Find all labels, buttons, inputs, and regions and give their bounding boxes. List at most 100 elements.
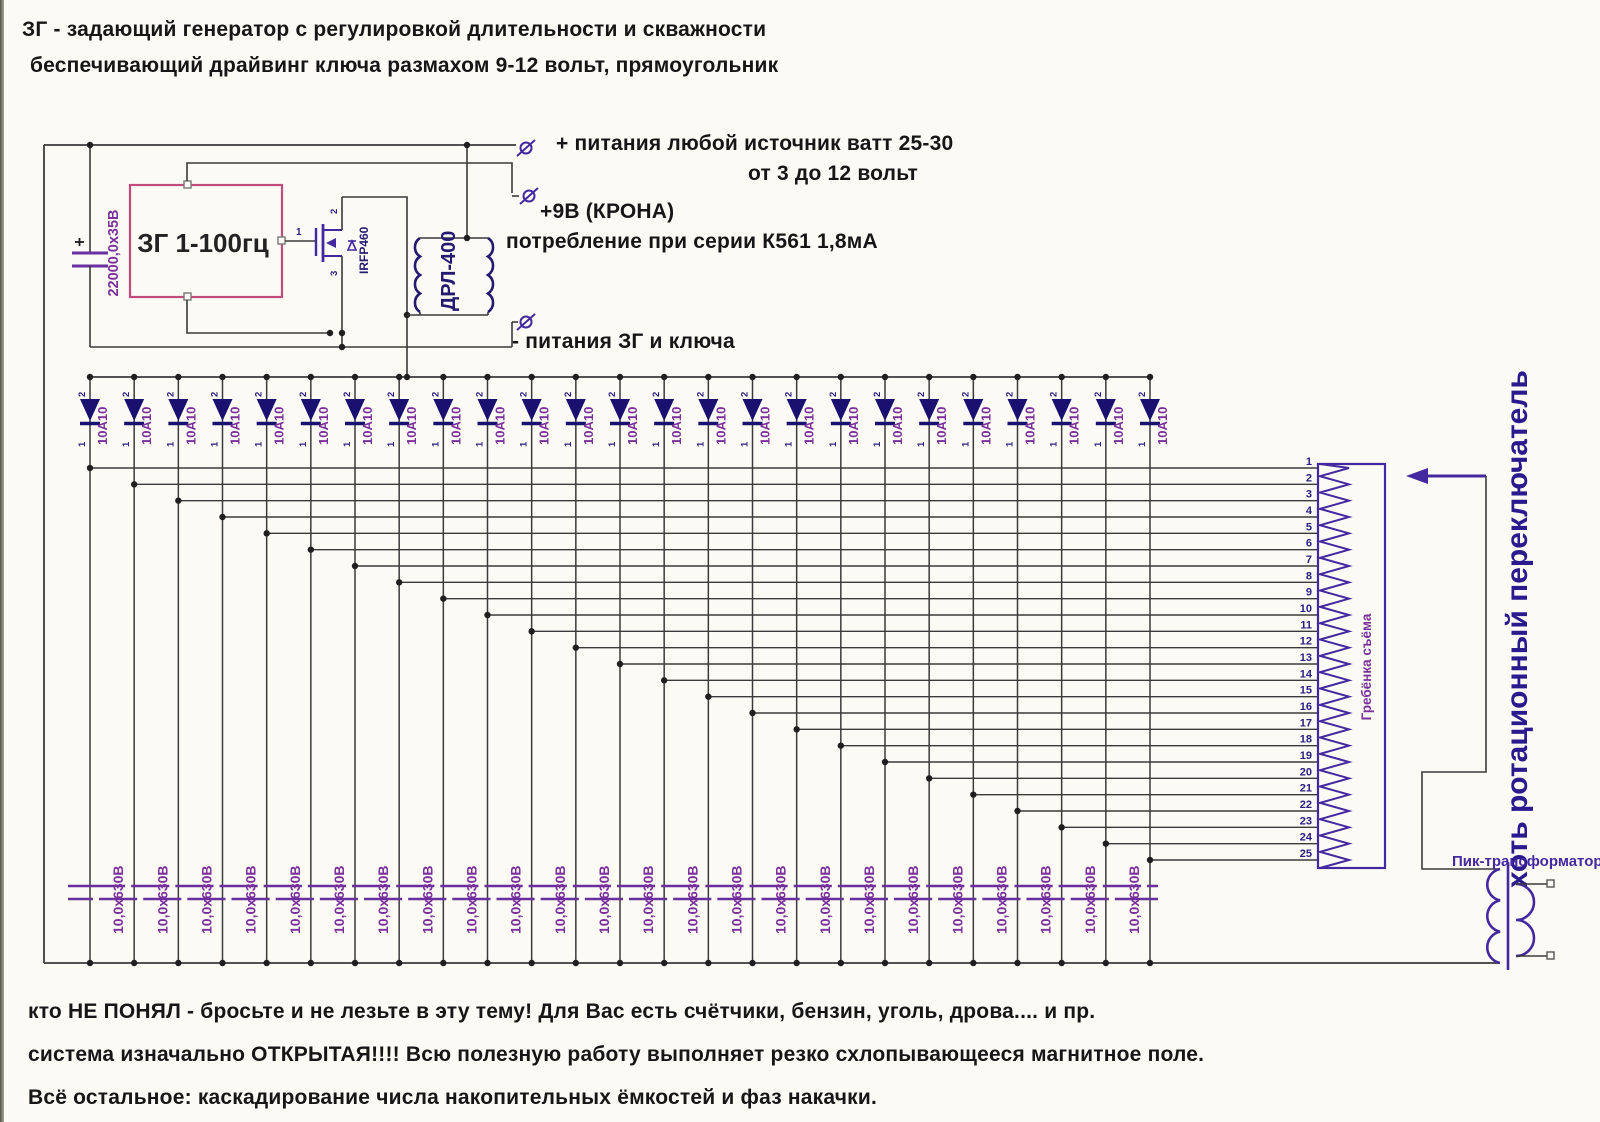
electrolytic-cap-label: 22000,0х35В bbox=[106, 209, 122, 296]
junction-dot bbox=[395, 373, 403, 381]
junction-dot bbox=[307, 959, 315, 967]
junction-dot bbox=[86, 141, 94, 149]
junction-dot bbox=[130, 373, 138, 381]
storage-cap-label: 10,0х630В bbox=[640, 865, 656, 934]
diode-10a10 bbox=[919, 399, 940, 426]
diode-pin-1: 1 bbox=[165, 441, 176, 447]
junction-dot bbox=[1014, 373, 1021, 381]
diode-10a10 bbox=[698, 399, 719, 426]
diode-10a10 bbox=[1140, 399, 1160, 426]
junction-dot bbox=[463, 141, 471, 149]
label-9v-consumption: потребление при серии К561 1,8мА bbox=[506, 230, 878, 253]
diode-pin-2: 2 bbox=[210, 392, 221, 397]
diode-part-label: 10А10 bbox=[1111, 407, 1126, 445]
diode-pin-1: 1 bbox=[563, 441, 574, 447]
junction-dot bbox=[660, 959, 668, 967]
diode-10a10 bbox=[1051, 399, 1072, 426]
diode-part-label: 10А10 bbox=[802, 407, 817, 445]
diode-triangle bbox=[610, 399, 630, 421]
diode-triangle bbox=[433, 399, 454, 421]
diode-pin-2: 2 bbox=[916, 392, 927, 397]
diode-part-label: 10А10 bbox=[448, 407, 463, 445]
diode-pin-1: 1 bbox=[960, 441, 971, 447]
diode-10a10 bbox=[521, 399, 542, 426]
storage-cap-label: 10,0х630В bbox=[375, 865, 391, 934]
junction-dot bbox=[528, 628, 535, 635]
connector-pin-number: 18 bbox=[1300, 734, 1312, 746]
junction-dot bbox=[263, 373, 270, 381]
diode-part-label: 10А10 bbox=[890, 407, 905, 445]
connector-pin-number: 22 bbox=[1300, 799, 1312, 811]
junction-dot bbox=[925, 775, 933, 782]
diode-part-label: 10А10 bbox=[139, 407, 154, 445]
diode-10a10 bbox=[654, 399, 675, 426]
diode-10a10 bbox=[300, 399, 321, 426]
junction-dot bbox=[837, 373, 845, 381]
diode-pin-2: 2 bbox=[386, 392, 397, 397]
diode-pin-1: 1 bbox=[695, 441, 706, 447]
connector-pin-number: 17 bbox=[1300, 717, 1312, 729]
oscillator-block-label: ЗГ 1-100гц bbox=[137, 228, 269, 258]
secondary-winding bbox=[1515, 882, 1536, 958]
connector-pin-number: 21 bbox=[1300, 783, 1312, 795]
junction-dot bbox=[484, 959, 491, 967]
connector-pin-number: 12 bbox=[1300, 636, 1312, 648]
diode-pin-1: 1 bbox=[1093, 441, 1104, 447]
junction-dot bbox=[616, 660, 624, 668]
header-line1: ЗГ - задающий генератор с регулировкой д… bbox=[22, 18, 767, 41]
junction-dot bbox=[1102, 373, 1110, 381]
junction-dot bbox=[1058, 959, 1065, 967]
diode-pin-1: 1 bbox=[607, 441, 618, 447]
diode-triangle bbox=[919, 399, 940, 421]
junction-dot bbox=[263, 530, 270, 537]
storage-cap-label: 10,0х630В bbox=[596, 865, 612, 934]
junction-dot bbox=[219, 513, 226, 521]
diode-pin-2: 2 bbox=[872, 392, 883, 397]
diode-pin-1: 1 bbox=[740, 441, 751, 447]
diode-pin-2: 2 bbox=[430, 392, 441, 397]
diode-part-label: 10А10 bbox=[316, 407, 331, 445]
zg-ground-wire bbox=[186, 300, 330, 334]
diode-part-label: 10А10 bbox=[1155, 407, 1170, 445]
switch-arrow-icon bbox=[1406, 468, 1428, 484]
storage-cap-label: 10,0х630В bbox=[1082, 865, 1098, 934]
label-minus-supply: - питания ЗГ и ключа bbox=[512, 330, 735, 353]
junction-dot bbox=[351, 959, 359, 967]
output-terminal bbox=[1546, 951, 1555, 960]
junction-dot bbox=[528, 373, 535, 381]
diode-10a10 bbox=[610, 399, 630, 426]
connector-pin-number: 14 bbox=[1300, 668, 1313, 680]
junction-dot bbox=[705, 959, 712, 967]
diode-pin-2: 2 bbox=[165, 392, 176, 397]
junction-dot bbox=[86, 373, 94, 381]
diode-triangle bbox=[300, 399, 321, 421]
diode-10a10 bbox=[80, 399, 100, 426]
junction-dot bbox=[749, 373, 756, 381]
junction-dot bbox=[1058, 824, 1065, 831]
junction-dot bbox=[1146, 373, 1154, 381]
storage-cap-label: 10,0х630В bbox=[993, 865, 1009, 934]
diode-pin-2: 2 bbox=[1137, 392, 1148, 397]
storage-cap-label: 10,0х630В bbox=[287, 865, 303, 934]
supply-terminal-icon bbox=[516, 313, 536, 331]
diode-triangle bbox=[1051, 399, 1072, 421]
junction-dot bbox=[793, 373, 800, 381]
diode-triangle bbox=[875, 399, 895, 421]
diode-pin-1: 1 bbox=[784, 441, 795, 447]
diode-pin-2: 2 bbox=[475, 392, 486, 397]
junction-dot bbox=[395, 579, 403, 586]
diode-10a10 bbox=[1095, 399, 1116, 426]
junction-dot bbox=[130, 959, 138, 967]
connector-pin-number: 5 bbox=[1306, 521, 1312, 533]
diode-10a10 bbox=[433, 399, 454, 426]
storage-cap-label: 10,0х630В bbox=[419, 865, 435, 934]
connector-pin-number: 3 bbox=[1306, 489, 1312, 501]
connector-pin-number: 11 bbox=[1300, 619, 1312, 631]
connector-zigzag bbox=[1316, 463, 1353, 869]
diode-10a10 bbox=[345, 399, 365, 426]
junction-dot bbox=[263, 959, 270, 967]
connector-pin-number: 25 bbox=[1300, 848, 1312, 860]
note-line3: Всё остальное: каскадирование числа нако… bbox=[28, 1086, 877, 1109]
diode-pin-2: 2 bbox=[651, 392, 662, 397]
junction-dot bbox=[338, 343, 346, 351]
